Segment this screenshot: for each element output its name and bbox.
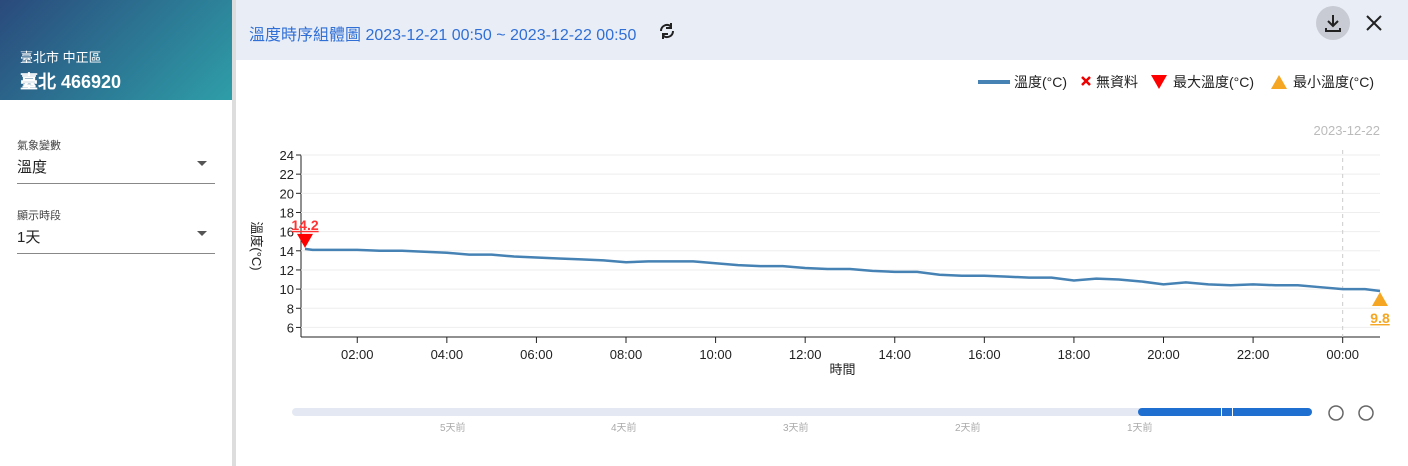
station: 臺北 466920	[20, 72, 122, 92]
slider-label: 2天前	[955, 423, 981, 434]
x-tick-label: 20:00	[1147, 347, 1180, 362]
y-tick-label: 10	[280, 282, 294, 297]
close-button[interactable]	[1364, 13, 1384, 33]
slider-handle[interactable]	[1221, 407, 1233, 417]
slider-track[interactable]	[292, 408, 1312, 416]
x-tick-label: 18:00	[1058, 347, 1091, 362]
y-tick-label: 6	[287, 320, 294, 335]
sidebar-header: 臺北市 中正區 臺北 466920	[0, 0, 232, 100]
divider	[232, 0, 236, 466]
x-tick-label: 02:00	[341, 347, 374, 362]
field-label: 顯示時段	[17, 210, 61, 222]
legend-x	[1081, 76, 1091, 86]
slider-range[interactable]	[1138, 408, 1312, 416]
y-axis-label: 溫度(°C)	[249, 221, 264, 270]
select[interactable]: 溫度	[17, 156, 215, 184]
y-tick-label: 22	[280, 167, 294, 182]
max-marker	[297, 233, 313, 248]
x-tick-label: 10:00	[699, 347, 732, 362]
legend-min	[1271, 75, 1287, 89]
legend-label: 無資料	[1096, 74, 1138, 90]
y-tick-label: 12	[280, 263, 294, 278]
x-tick-label: 04:00	[431, 347, 464, 362]
x-tick-label: 14:00	[878, 347, 911, 362]
location: 臺北市 中正區	[20, 50, 102, 65]
y-tick-label: 24	[280, 148, 294, 163]
legend-label: 溫度(°C)	[1014, 74, 1067, 90]
y-tick-label: 20	[280, 186, 294, 201]
x-tick-label: 16:00	[968, 347, 1001, 362]
y-tick-label: 16	[280, 225, 294, 240]
slider-label: 1天前	[1127, 423, 1153, 434]
slider-label: 3天前	[783, 423, 809, 434]
x-tick-label: 00:00	[1326, 347, 1359, 362]
x-tick-label: 12:00	[789, 347, 822, 362]
max-label: 14.2	[291, 217, 318, 233]
field-label: 氣象變數	[17, 140, 61, 152]
chart: 6 8 10 12 14 16 18 20 22 24 溫度(°C) 02:00 04:00 06:00 0…	[249, 74, 1390, 377]
x-tick-label: 06:00	[520, 347, 553, 362]
line-series	[304, 247, 1381, 293]
min-marker	[1372, 292, 1388, 307]
sidebar: 臺北市 中正區 臺北 466920 氣象變數 溫度 顯示時段 1天	[0, 0, 232, 466]
min-label: 9.8	[1370, 310, 1390, 326]
select-value: 溫度	[17, 159, 48, 176]
y-tick-label: 8	[287, 301, 294, 316]
x-tick-label: 22:00	[1237, 347, 1270, 362]
download-button[interactable]	[1315, 5, 1353, 43]
x-axis-label: 時間	[829, 362, 855, 377]
top-bar: 溫度時序組體圖 2023-12-21 00:50 ~ 2023-12-22 00…	[236, 0, 1408, 60]
legend-max	[1151, 75, 1167, 89]
slider-label: 5天前	[440, 423, 466, 434]
x-tick-label: 08:00	[610, 347, 643, 362]
slider-buttons[interactable]	[1326, 402, 1376, 424]
date-marker-label: 2023-12-22	[1314, 123, 1381, 138]
select-value: 1天	[17, 229, 41, 246]
legend-label: 最大溫度(°C)	[1173, 74, 1254, 90]
slider-label: 4天前	[611, 423, 637, 434]
select[interactable]: 1天	[17, 226, 215, 254]
y-tick-label: 18	[280, 205, 294, 220]
chart-header-title: 溫度時序組體圖 2023-12-21 00:50 ~ 2023-12-22 00…	[249, 27, 637, 44]
refresh-button[interactable]	[656, 20, 678, 42]
y-tick-label: 14	[280, 244, 294, 259]
legend-label: 最小溫度(°C)	[1293, 74, 1374, 90]
